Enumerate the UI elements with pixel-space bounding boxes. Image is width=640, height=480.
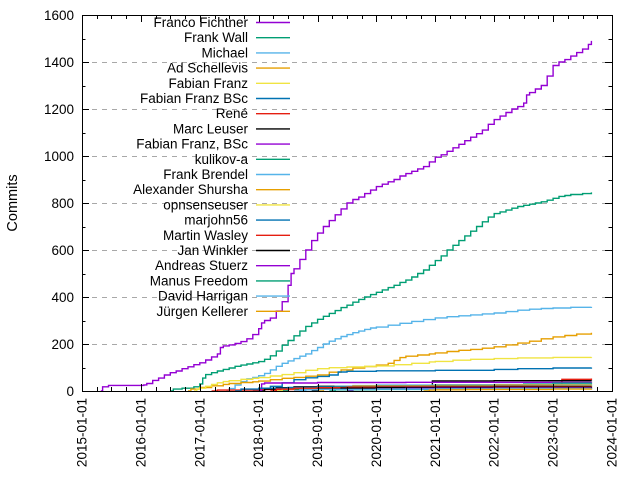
x-tick-label: 2017-01-01: [192, 398, 207, 467]
legend-label-martin-wasley: Martin Wasley: [163, 228, 248, 243]
series-line-ad-schellevis: [188, 332, 593, 392]
y-tick-label: 600: [51, 243, 74, 258]
legend-label-kulikov-a: kulikov-a: [195, 152, 249, 167]
legend-label-alexander-shursha: Alexander Shursha: [133, 182, 248, 197]
series-line-fabian-franz-bsc: [252, 367, 593, 392]
axes-layer: [82, 15, 613, 392]
x-tick-label: 2024-01-01: [605, 398, 620, 467]
x-tick-label: 2019-01-01: [310, 398, 325, 467]
series-line-frank-wall: [170, 192, 593, 392]
y-tick-label: 1400: [44, 55, 74, 70]
legend-label-jan-winkler: Jan Winkler: [177, 243, 248, 258]
legend-label-fabian-franz-bsc: Fabian Franz, BSc: [136, 137, 248, 152]
x-tick-label: 2015-01-01: [75, 398, 90, 467]
legend-label-david-harrigan: David Harrigan: [158, 289, 248, 304]
series-line-fabian-franz: [193, 356, 593, 392]
x-tick-label: 2022-01-01: [487, 398, 502, 467]
y-tick-label: 400: [51, 290, 74, 305]
legend-label-j-rgen-kellerer: Jürgen Kellerer: [156, 304, 248, 319]
tick-labels-layer: 0 200 400 600 800 1000 1200 1400 1600 2015-01-01 2…: [44, 8, 620, 467]
legend-label-ren: René: [216, 106, 248, 121]
series-line-j-rgen-kellerer: [423, 388, 593, 392]
legend-label-frank-brendel: Frank Brendel: [163, 167, 248, 182]
legend-label-manus-freedom: Manus Freedom: [150, 273, 248, 288]
y-tick-label: 1000: [44, 149, 74, 164]
legend-label-fabian-franz-bsc: Fabian Franz BSc: [140, 91, 248, 106]
y-tick-label: 800: [51, 196, 74, 211]
y-axis-title: Commits: [5, 174, 21, 231]
series-line-michael: [226, 306, 593, 392]
series-line-franco-fichtner: [100, 40, 593, 392]
legend-label-michael: Michael: [201, 45, 248, 60]
y-tick-label: 200: [51, 337, 74, 352]
legend-label-andreas-stuerz: Andreas Stuerz: [155, 258, 248, 273]
legend-label-ad-schellevis: Ad Schellevis: [167, 61, 248, 76]
y-tick-label: 1200: [44, 102, 74, 117]
x-tick-label: 2018-01-01: [251, 398, 266, 467]
legend-label-marjohn56: marjohn56: [184, 213, 248, 228]
series-line-fabian-franz-bsc: [258, 381, 593, 392]
legend-label-opnsenseuser: opnsenseuser: [163, 197, 248, 212]
y-tick-label: 0: [66, 384, 74, 399]
legend-label-marc-leuser: Marc Leuser: [173, 121, 249, 136]
y-tick-label: 1600: [44, 8, 74, 23]
legend-label-franco-fichtner: Franco Fichtner: [153, 15, 248, 30]
x-tick-label: 2021-01-01: [428, 398, 443, 467]
legend-label-fabian-franz: Fabian Franz: [168, 76, 248, 91]
x-tick-label: 2023-01-01: [546, 398, 561, 467]
legend-label-frank-wall: Frank Wall: [184, 30, 248, 45]
x-tick-label: 2016-01-01: [133, 398, 148, 467]
x-tick-label: 2020-01-01: [369, 398, 384, 467]
